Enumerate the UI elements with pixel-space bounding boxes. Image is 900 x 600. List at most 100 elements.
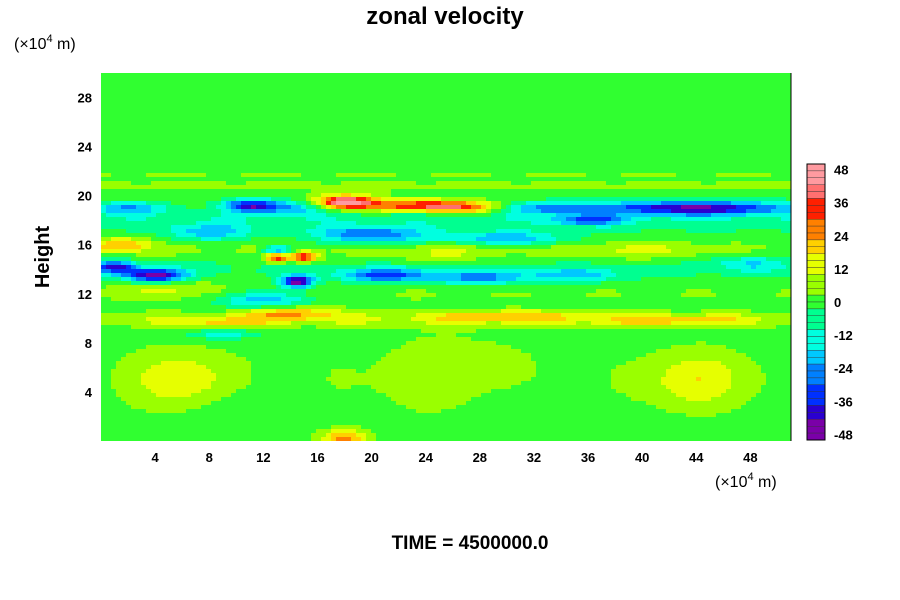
field-cell (771, 85, 777, 90)
field-cell (611, 77, 617, 82)
field-cell (316, 109, 322, 114)
field-cell (761, 117, 767, 122)
field-cell (426, 177, 432, 182)
field-cell (666, 169, 672, 174)
field-cell (726, 81, 732, 86)
field-cell (256, 141, 262, 146)
field-cell (701, 149, 707, 154)
field-cell (166, 137, 172, 142)
field-cell (671, 97, 677, 102)
field-cell (236, 205, 242, 210)
field-cell (651, 181, 657, 186)
field-cell (331, 73, 337, 78)
field-cell (456, 97, 462, 102)
field-cell (336, 129, 342, 134)
field-cell (561, 125, 567, 130)
field-cell (121, 125, 127, 130)
field-cell (181, 109, 187, 114)
field-cell (616, 93, 622, 98)
field-cell (516, 169, 522, 174)
field-cell (231, 93, 237, 98)
field-cell (111, 85, 117, 90)
field-cell (221, 93, 227, 98)
field-cell (241, 197, 247, 202)
field-cell (756, 137, 762, 142)
field-cell (176, 89, 182, 94)
field-cell (601, 161, 607, 166)
field-cell (296, 129, 302, 134)
field-cell (241, 89, 247, 94)
field-cell (611, 81, 617, 86)
field-cell (326, 169, 332, 174)
field-cell (171, 181, 177, 186)
field-cell (561, 149, 567, 154)
field-cell (346, 73, 352, 78)
field-cell (441, 89, 447, 94)
field-cell (636, 213, 642, 218)
field-cell (166, 121, 172, 126)
field-cell (766, 169, 772, 174)
field-cell (456, 149, 462, 154)
field-cell (701, 193, 707, 198)
field-cell (671, 153, 677, 158)
field-cell (196, 105, 202, 110)
field-cell (101, 161, 107, 166)
field-cell (541, 153, 547, 158)
field-cell (161, 133, 167, 138)
field-cell (786, 137, 791, 142)
field-cell (241, 81, 247, 86)
field-cell (721, 209, 727, 214)
field-cell (616, 197, 622, 202)
field-cell (306, 121, 312, 126)
field-cell (336, 181, 342, 186)
field-cell (151, 125, 157, 130)
field-cell (166, 173, 172, 178)
field-cell (296, 205, 302, 210)
field-cell (596, 181, 602, 186)
field-cell (136, 197, 142, 202)
field-cell (151, 173, 157, 178)
field-cell (481, 113, 487, 118)
field-cell (551, 205, 557, 210)
field-cell (501, 89, 507, 94)
field-cell (771, 157, 777, 162)
field-cell (496, 197, 502, 202)
field-cell (356, 117, 362, 122)
field-cell (181, 157, 187, 162)
field-cell (486, 137, 492, 142)
field-cell (581, 89, 587, 94)
field-cell (461, 173, 467, 178)
field-cell (336, 177, 342, 182)
field-cell (326, 205, 332, 210)
field-cell (521, 185, 527, 190)
field-cell (366, 197, 372, 202)
field-cell (216, 213, 222, 218)
field-cell (451, 153, 457, 158)
field-cell (356, 209, 362, 214)
field-cell (581, 153, 587, 158)
field-cell (536, 173, 542, 178)
field-cell (111, 165, 117, 170)
field-cell (776, 201, 782, 206)
field-cell (361, 77, 367, 82)
field-cell (471, 137, 477, 142)
field-cell (681, 85, 687, 90)
field-cell (356, 141, 362, 146)
field-cell (591, 173, 597, 178)
field-cell (276, 205, 282, 210)
field-cell (556, 121, 562, 126)
field-cell (671, 169, 677, 174)
field-cell (326, 153, 332, 158)
field-cell (406, 73, 412, 78)
field-cell (501, 93, 507, 98)
field-cell (751, 177, 757, 182)
field-cell (486, 209, 492, 214)
field-cell (496, 169, 502, 174)
field-cell (656, 169, 662, 174)
field-cell (111, 105, 117, 110)
field-cell (516, 93, 522, 98)
field-cell (241, 193, 247, 198)
field-cell (511, 81, 517, 86)
field-cell (476, 197, 482, 202)
field-cell (256, 121, 262, 126)
